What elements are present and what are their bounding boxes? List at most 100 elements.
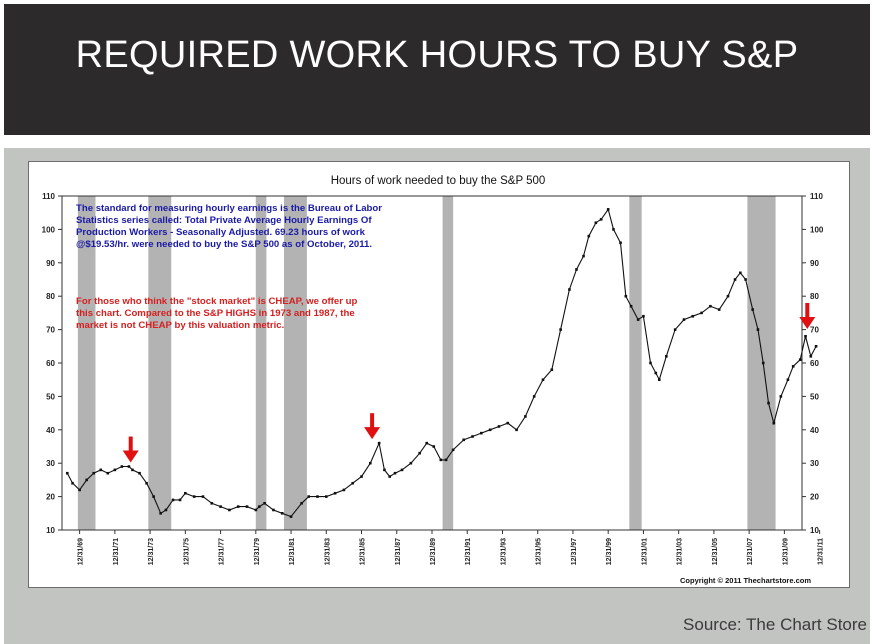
data-point: [178, 498, 182, 502]
y-tick-label: 10: [46, 526, 55, 535]
recession-band: [148, 196, 172, 530]
y-tick-label-right: 10: [810, 526, 819, 535]
x-tick-label: 12/31/95: [536, 538, 543, 565]
recession-bands: [77, 196, 776, 530]
data-point: [587, 234, 591, 238]
data-point: [425, 441, 429, 445]
red-arrow: [364, 413, 381, 440]
data-point: [649, 361, 652, 365]
data-point: [152, 495, 155, 498]
x-tick-label: 12/31/73: [148, 538, 155, 565]
y-tick-label-right: 30: [810, 459, 819, 468]
data-point: [360, 475, 363, 478]
x-tick-label: 12/31/11: [818, 538, 825, 565]
x-tick-label: 12/31/93: [500, 538, 507, 565]
note-blue: The standard for measuring hourly earnin…: [76, 203, 382, 250]
data-point: [78, 488, 81, 492]
note-red-line: For those who think the "stock market" i…: [76, 296, 357, 307]
data-point: [606, 208, 610, 211]
data-point: [599, 218, 603, 221]
data-point: [756, 328, 760, 331]
data-point: [342, 488, 346, 492]
x-tick-label: 12/31/85: [360, 538, 367, 565]
arrow-shaft: [805, 302, 810, 319]
data-point: [236, 505, 240, 508]
data-point: [171, 498, 175, 502]
x-tick-label: 12/31/89: [430, 538, 437, 565]
data-point: [772, 421, 776, 425]
y-tick-label: 100: [42, 225, 56, 234]
data-point: [497, 425, 501, 428]
data-point: [624, 294, 628, 298]
data-point: [739, 271, 742, 275]
data-point: [726, 294, 730, 298]
data-point: [85, 478, 88, 482]
arrow-head: [122, 450, 139, 463]
y-tick-label: 20: [46, 493, 55, 502]
data-point: [245, 505, 249, 508]
data-point: [145, 481, 148, 485]
data-point: [709, 304, 712, 308]
data-point: [439, 458, 443, 462]
x-tick-label: 12/31/79: [254, 538, 261, 565]
data-point: [691, 314, 695, 318]
x-tick-label: 12/31/83: [324, 538, 331, 565]
data-point: [541, 378, 545, 381]
data-point: [369, 461, 372, 465]
data-point: [258, 505, 261, 508]
note-blue-line: Production Workers - Seasonally Adjusted…: [76, 227, 366, 238]
arrows: [122, 302, 816, 463]
x-tick-label: 12/31/07: [747, 538, 754, 565]
x-tick-label: 12/31/97: [571, 538, 578, 565]
x-tick-label: 12/31/99: [606, 538, 613, 565]
data-point: [393, 471, 397, 475]
data-point: [717, 308, 721, 311]
data-point: [444, 458, 448, 462]
data-point: [65, 471, 69, 475]
data-point: [272, 508, 275, 512]
data-point: [289, 515, 293, 518]
recession-band: [284, 196, 307, 530]
data-point: [92, 471, 96, 475]
data-point: [809, 355, 813, 358]
data-point: [814, 345, 818, 348]
red-arrow: [799, 302, 816, 329]
data-point: [210, 501, 214, 505]
data-point: [351, 481, 355, 485]
y-tick-label-right: 60: [810, 359, 819, 368]
data-point: [127, 465, 131, 468]
data-point: [254, 508, 258, 512]
data-point: [594, 221, 598, 225]
data-point: [409, 461, 413, 465]
y-tick-label-right: 110: [810, 192, 823, 201]
x-tick-label: 12/31/91: [465, 538, 472, 565]
recession-band: [255, 196, 267, 530]
data-point: [515, 428, 518, 432]
data-point: [767, 401, 770, 405]
y-tick-label: 110: [42, 192, 55, 201]
data-point: [700, 311, 703, 315]
recession-band: [77, 196, 96, 530]
data-point: [480, 431, 483, 435]
arrow-head: [799, 316, 816, 329]
data-point: [192, 495, 196, 498]
note-red-line: market is not CHEAP by this valuation me…: [76, 320, 284, 331]
data-point: [99, 468, 103, 472]
data-point: [106, 471, 110, 475]
red-arrow: [122, 436, 139, 463]
recession-band: [747, 196, 776, 530]
data-point: [333, 491, 337, 495]
recession-band: [442, 196, 454, 530]
data-point: [307, 495, 310, 498]
y-tick-label: 30: [46, 459, 55, 468]
data-point: [418, 451, 421, 455]
y-tick-label: 90: [46, 259, 55, 268]
x-tick-label: 12/31/81: [289, 538, 296, 565]
x-tick-label: 12/31/03: [677, 538, 684, 565]
arrow-shaft: [370, 413, 375, 430]
y-tick-label-right: 50: [810, 392, 819, 401]
data-point: [219, 505, 222, 508]
data-point: [138, 471, 141, 475]
y-tick-label-right: 90: [810, 259, 819, 268]
data-point: [280, 512, 284, 515]
